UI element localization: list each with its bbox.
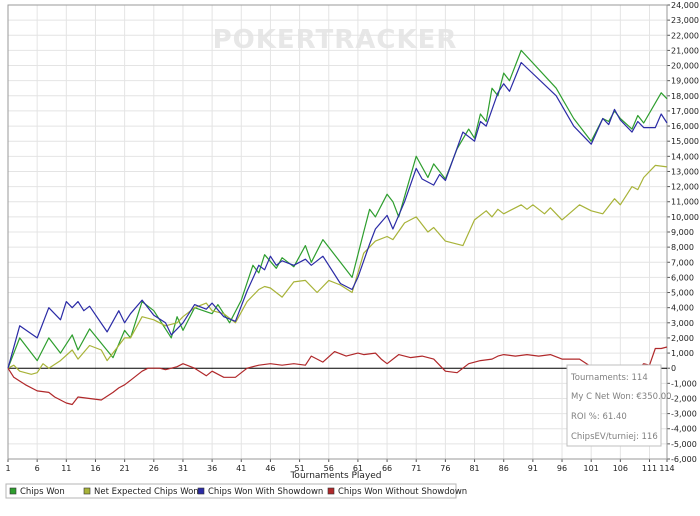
x-tick-label: 111 xyxy=(642,464,657,473)
x-tick-label: 96 xyxy=(557,464,567,473)
series-line-chips-won-with-showdown xyxy=(7,61,668,369)
y-tick-label: 2,000 xyxy=(671,334,694,343)
y-tick-label: 20,000 xyxy=(671,62,699,71)
y-tick-label: 7,000 xyxy=(671,258,694,267)
x-tick-label: 6 xyxy=(35,464,40,473)
y-tick-label: 17,000 xyxy=(671,107,699,116)
y-tick-label: 14,000 xyxy=(671,152,699,161)
legend-swatch xyxy=(83,487,91,495)
y-tick-label: -2,000 xyxy=(671,394,697,403)
x-tick-label: 86 xyxy=(499,464,509,473)
y-tick-label: 16,000 xyxy=(671,122,699,131)
y-tick-label: -1,000 xyxy=(671,379,697,388)
axes: -6,000 -5,000 -4,000 -3,000 -2,000 -1,000 0 1,0… xyxy=(5,1,699,473)
x-tick-label: 26 xyxy=(149,464,159,473)
legend-label: Chips Won Without Showdown xyxy=(338,487,467,497)
y-tick-label: -4,000 xyxy=(671,425,697,434)
y-tick-label: 23,000 xyxy=(671,16,699,25)
x-tick-label: 21 xyxy=(120,464,130,473)
x-tick-label: 16 xyxy=(90,464,100,473)
x-tick-label: 41 xyxy=(236,464,246,473)
x-tick-label: 11 xyxy=(61,464,71,473)
y-tick-label: 3,000 xyxy=(671,319,694,328)
series-line-chips-won xyxy=(7,49,668,369)
x-tick-label: 91 xyxy=(528,464,538,473)
y-tick-label: 10,000 xyxy=(671,213,699,222)
y-tick-label: -6,000 xyxy=(671,455,697,464)
legend-swatch xyxy=(9,487,17,495)
y-tick-label: 11,000 xyxy=(671,198,699,207)
x-tick-label: 1 xyxy=(5,464,10,473)
y-tick-label: 18,000 xyxy=(671,92,699,101)
x-tick-label: 66 xyxy=(382,464,392,473)
x-tick-label: 61 xyxy=(353,464,363,473)
y-tick-label: 15,000 xyxy=(671,137,699,146)
x-tick-label: 46 xyxy=(265,464,275,473)
stats-info-box: Tournaments: 114 My C Net Won: €350.00 R… xyxy=(566,364,672,447)
legend-swatch xyxy=(197,487,205,495)
legend-frame xyxy=(5,483,457,499)
legend-label: Chips Won With Showdown xyxy=(208,487,323,497)
x-tick-label: 71 xyxy=(411,464,421,473)
x-tick-label: 76 xyxy=(440,464,450,473)
y-tick-label: 19,000 xyxy=(671,77,699,86)
plot-border xyxy=(7,4,668,460)
legend-label: Net Expected Chips Won xyxy=(94,487,199,497)
legend: Chips Won Net Expected Chips Won Chips Won… xyxy=(5,483,467,499)
legend-swatch xyxy=(327,487,335,495)
x-tick-label: 81 xyxy=(469,464,479,473)
legend-label: Chips Won xyxy=(20,487,65,497)
y-tick-label: 4,000 xyxy=(671,304,694,313)
x-tick-label: 101 xyxy=(584,464,599,473)
series-line-chips-won-without-showdown xyxy=(7,346,668,406)
series-line-net-expected-chips-won xyxy=(7,164,668,375)
y-tick-label: 22,000 xyxy=(671,31,699,40)
y-tick-label: 0 xyxy=(671,364,676,373)
y-tick-label: 1,000 xyxy=(671,349,694,358)
x-tick-label: 36 xyxy=(207,464,217,473)
info-line: ROI %: 61.40 xyxy=(571,412,627,422)
y-tick-label: 21,000 xyxy=(671,46,699,55)
x-axis-label: Tournaments Played xyxy=(289,471,381,481)
x-tick-label: 56 xyxy=(324,464,334,473)
info-line: Tournaments: 114 xyxy=(570,373,648,383)
y-tick-label: 13,000 xyxy=(671,167,699,176)
series-lines xyxy=(7,49,668,406)
y-tick-label: -3,000 xyxy=(671,410,697,419)
y-tick-label: 24,000 xyxy=(671,1,699,10)
info-line: ChipsEV/turniej: 116 xyxy=(571,432,658,442)
info-line: My C Net Won: €350.00 xyxy=(571,392,672,402)
y-tick-label: 12,000 xyxy=(671,183,699,192)
x-tick-label: 114 xyxy=(659,464,674,473)
y-tick-label: 6,000 xyxy=(671,273,694,282)
y-tick-label: 5,000 xyxy=(671,289,694,298)
y-tick-label: 9,000 xyxy=(671,228,694,237)
y-tick-label: -5,000 xyxy=(671,440,697,449)
y-tick-label: 8,000 xyxy=(671,243,694,252)
x-tick-label: 31 xyxy=(178,464,188,473)
x-tick-label: 51 xyxy=(294,464,304,473)
x-tick-label: 106 xyxy=(613,464,628,473)
